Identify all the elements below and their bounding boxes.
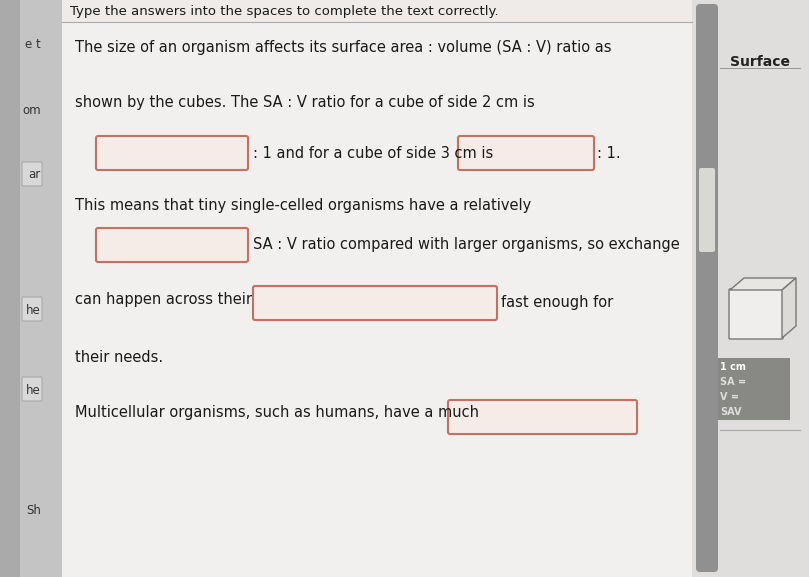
- Bar: [718, 358, 790, 420]
- Bar: [62, 0, 692, 577]
- Text: SA : V ratio compared with larger organisms, so exchange: SA : V ratio compared with larger organi…: [253, 238, 680, 253]
- Text: Sh: Sh: [26, 504, 41, 516]
- Text: Type the answers into the spaces to complete the text correctly.: Type the answers into the spaces to comp…: [70, 5, 498, 17]
- FancyBboxPatch shape: [699, 168, 715, 252]
- FancyBboxPatch shape: [22, 162, 42, 186]
- Text: Multicellular organisms, such as humans, have a much: Multicellular organisms, such as humans,…: [75, 405, 479, 420]
- Text: fast enough for: fast enough for: [501, 295, 613, 310]
- Text: their needs.: their needs.: [75, 350, 163, 365]
- Text: : 1 and for a cube of side 3 cm is: : 1 and for a cube of side 3 cm is: [253, 145, 493, 160]
- Text: e t: e t: [25, 39, 41, 51]
- Text: om: om: [23, 103, 41, 117]
- Bar: [0, 0, 20, 577]
- Text: Surface: Surface: [730, 55, 790, 69]
- Text: : 1.: : 1.: [597, 145, 621, 160]
- Text: can happen across their: can happen across their: [75, 292, 252, 307]
- FancyBboxPatch shape: [22, 377, 42, 401]
- Text: he: he: [26, 304, 41, 317]
- Bar: [692, 0, 809, 577]
- FancyBboxPatch shape: [458, 136, 594, 170]
- Polygon shape: [730, 278, 796, 290]
- Text: SAV: SAV: [720, 407, 742, 417]
- FancyBboxPatch shape: [22, 297, 42, 321]
- Bar: [62, 0, 692, 22]
- FancyBboxPatch shape: [729, 289, 783, 339]
- Text: V =: V =: [720, 392, 739, 402]
- Text: This means that tiny single-celled organisms have a relatively: This means that tiny single-celled organ…: [75, 198, 532, 213]
- Text: SA =: SA =: [720, 377, 746, 387]
- FancyBboxPatch shape: [448, 400, 637, 434]
- FancyBboxPatch shape: [96, 136, 248, 170]
- Polygon shape: [782, 278, 796, 338]
- Text: shown by the cubes. The SA : V ratio for a cube of side 2 cm is: shown by the cubes. The SA : V ratio for…: [75, 95, 535, 110]
- FancyBboxPatch shape: [253, 286, 497, 320]
- Text: he: he: [26, 384, 41, 396]
- Text: ar: ar: [29, 168, 41, 182]
- FancyBboxPatch shape: [96, 228, 248, 262]
- Bar: [20, 0, 62, 577]
- Text: The size of an organism affects its surface area : volume (SA : V) ratio as: The size of an organism affects its surf…: [75, 40, 612, 55]
- Text: 1 cm: 1 cm: [720, 362, 746, 372]
- FancyBboxPatch shape: [696, 4, 718, 572]
